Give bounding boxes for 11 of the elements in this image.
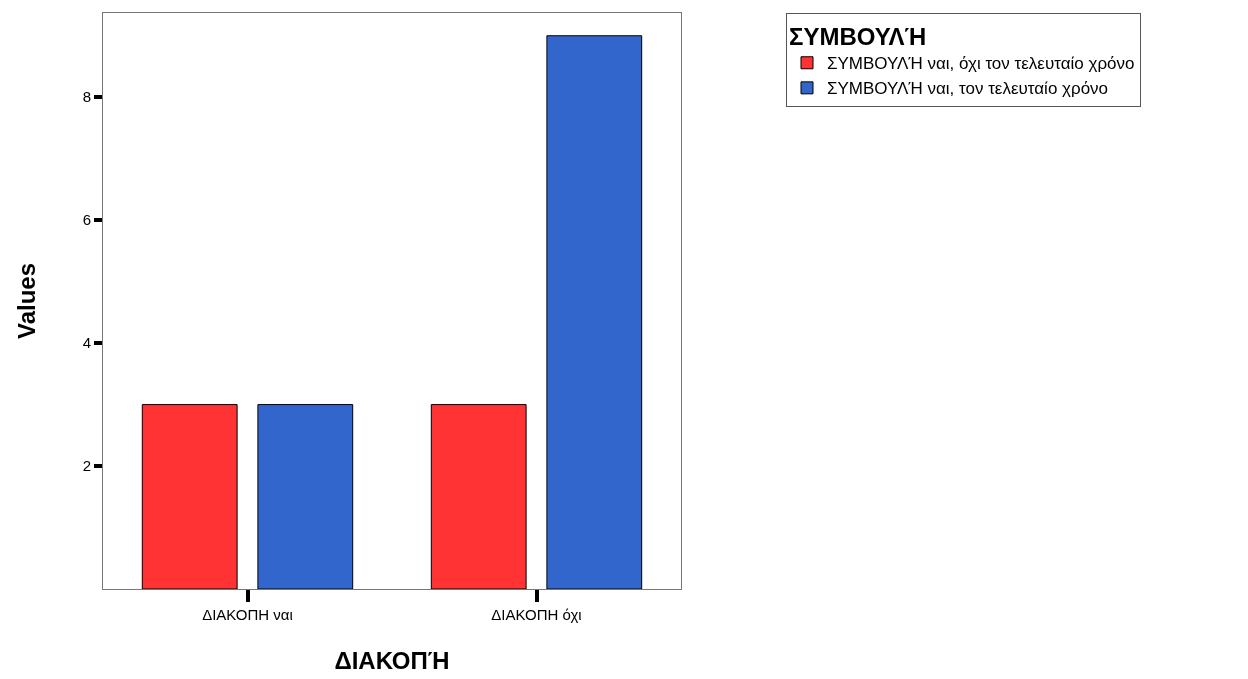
- legend-title: ΣΥΜΒΟΥΛΉ: [789, 23, 927, 51]
- y-tick-label: 4: [82, 334, 91, 352]
- x-tick-label: ΔΙΑΚΟΠΗ όχι: [491, 606, 582, 623]
- y-tick-label: 6: [82, 211, 91, 229]
- y-tick-label: 8: [82, 88, 91, 106]
- x-axis-title: ΔΙΑΚΟΠΉ: [334, 647, 450, 675]
- x-tick-label: ΔΙΑΚΟΠΗ ναι: [202, 606, 293, 623]
- y-axis-title: Values: [12, 262, 40, 340]
- legend-label: ΣΥΜΒΟΥΛΉ ναι, όχι τον τελευταίο χρόνο: [827, 54, 1135, 74]
- legend-label: ΣΥΜΒΟΥΛΉ ναι, τον τελευταίο χρόνο: [827, 79, 1109, 99]
- y-tick-label: 2: [82, 457, 91, 475]
